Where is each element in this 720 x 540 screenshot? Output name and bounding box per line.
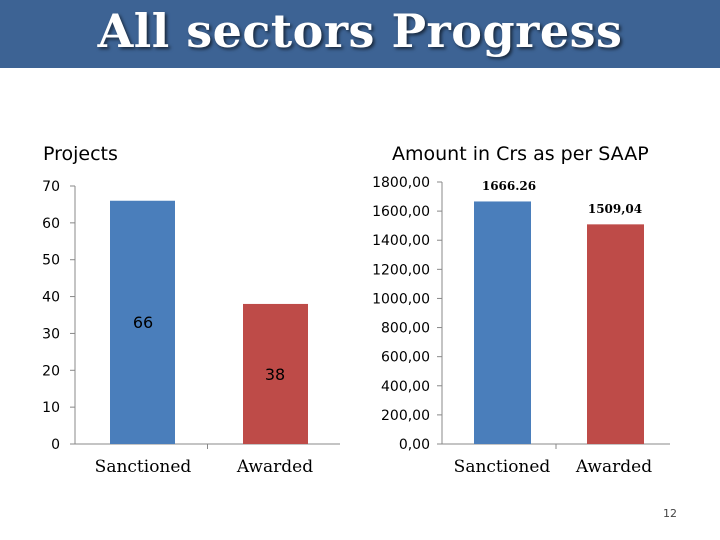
- slide-title: All sectors Progress: [97, 4, 623, 58]
- amount-y-tick-label: 800,00: [381, 321, 430, 337]
- projects-bar-awarded: [243, 303, 308, 444]
- projects-y-tick-label: 70: [42, 179, 60, 195]
- amount-bar-awarded: [587, 224, 644, 444]
- page-number: 12: [663, 507, 677, 520]
- amount-y-tick-label: 400,00: [381, 379, 430, 395]
- amount-category-label-sanctioned: Sanctioned: [454, 457, 551, 477]
- amount-data-label-sanctioned: 1666.26: [482, 179, 536, 193]
- projects-data-label-sanctioned: 66: [133, 313, 153, 332]
- amount-category-label-awarded: Awarded: [575, 457, 652, 477]
- amount-data-label-awarded: 1509,04: [588, 202, 642, 216]
- amount-y-tick-label: 1600,00: [372, 204, 430, 220]
- projects-category-label-sanctioned: Sanctioned: [95, 457, 192, 477]
- amount-y-tick-label: 1200,00: [372, 262, 430, 278]
- projects-y-tick-label: 40: [42, 290, 60, 306]
- projects-y-tick-label: 60: [42, 216, 60, 232]
- projects-bar-sanctioned: [110, 200, 175, 444]
- projects-y-tick-label: 0: [51, 437, 60, 453]
- amount-y-tick-label: 200,00: [381, 408, 430, 424]
- projects-y-tick-label: 30: [42, 326, 60, 342]
- amount-chart-title: Amount in Crs as per SAAP: [392, 143, 649, 165]
- amount-y-tick-label: 1800,00: [372, 175, 430, 191]
- projects-category-label-awarded: Awarded: [236, 457, 313, 477]
- projects-y-tick-label: 10: [42, 400, 60, 416]
- amount-y-tick-label: 600,00: [381, 350, 430, 366]
- amount-y-tick-label: 1000,00: [372, 291, 430, 307]
- projects-data-label-awarded: 38: [265, 365, 285, 384]
- projects-y-tick-label: 20: [42, 363, 60, 379]
- amount-y-tick-label: 1400,00: [372, 233, 430, 249]
- amount-bar-sanctioned: [474, 201, 531, 444]
- title-bar: [0, 0, 720, 68]
- amount-y-tick-label: 0,00: [399, 437, 430, 453]
- projects-chart-title: Projects: [43, 143, 118, 165]
- projects-y-tick-label: 50: [42, 253, 60, 269]
